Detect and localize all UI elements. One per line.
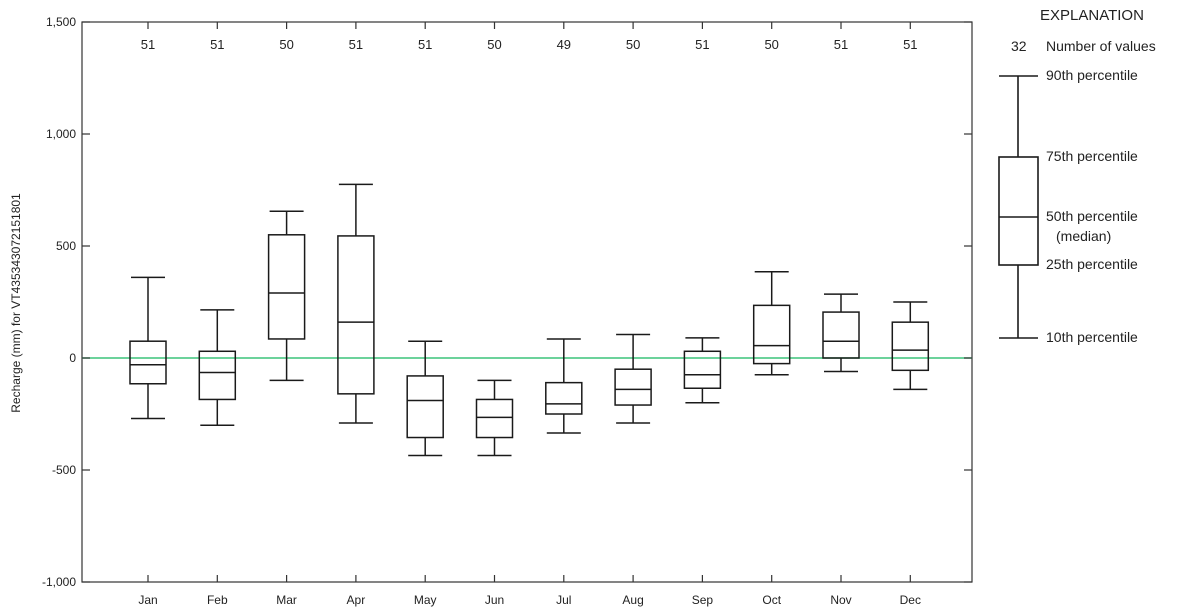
explanation-p75-label: 75th percentile — [1046, 148, 1138, 164]
x-tick-label: Jan — [138, 593, 157, 607]
explanation-count-example: 32 — [1011, 38, 1027, 54]
iqr-box — [822, 311, 860, 359]
iqr-box — [891, 321, 930, 372]
y-tick-label: -1,000 — [42, 575, 76, 589]
y-tick-label: -500 — [52, 463, 76, 477]
explanation-title: EXPLANATION — [1040, 7, 1144, 24]
x-tick-label: Nov — [830, 593, 851, 607]
explanation-count-text: Number of values — [1046, 38, 1156, 54]
box-jul — [545, 338, 583, 434]
x-tick-label: Jun — [485, 593, 504, 607]
y-axis-label: Recharge (mm) for VT435343072151801 — [9, 193, 23, 413]
box-nov — [822, 293, 860, 373]
box-jun — [475, 379, 514, 457]
box-sep — [683, 337, 722, 404]
iqr-box — [475, 398, 514, 439]
x-axis: Jan Feb Mar Apr May Jun Jul Aug Sep Oct Nov Dec — [138, 22, 921, 607]
x-tick-label: Aug — [622, 593, 643, 607]
iqr-box — [129, 340, 167, 385]
iqr-box — [337, 235, 375, 395]
box-may — [406, 340, 444, 457]
x-tick-label: Oct — [762, 593, 781, 607]
iqr-box — [545, 381, 583, 415]
boxes-layer — [129, 183, 930, 457]
box-aug — [614, 333, 652, 424]
explanation-p10-label: 10th percentile — [1046, 329, 1138, 345]
box-feb — [198, 309, 237, 426]
x-tick-label: May — [414, 593, 437, 607]
y-tick-label: 1,500 — [46, 15, 76, 29]
y-tick-label: 0 — [69, 351, 76, 365]
legend-explanation: EXPLANATION 32 Number of values 90th per… — [998, 7, 1156, 345]
box-oct — [752, 271, 791, 376]
count-label: 51 — [418, 37, 432, 52]
plot-frame — [81, 21, 973, 583]
explanation-box-glyph — [998, 75, 1039, 339]
x-tick-label: Feb — [207, 593, 228, 607]
count-label: 51 — [834, 37, 848, 52]
count-label: 51 — [695, 37, 709, 52]
iqr-box — [752, 304, 791, 365]
explanation-p90-label: 90th percentile — [1046, 67, 1138, 83]
count-label: 51 — [903, 37, 917, 52]
count-label: 50 — [764, 37, 778, 52]
explanation-p25-label: 25th percentile — [1046, 256, 1138, 272]
plot-area — [81, 21, 973, 583]
count-label: 51 — [141, 37, 155, 52]
count-label: 50 — [626, 37, 640, 52]
explanation-median-label: (median) — [1056, 228, 1111, 244]
y-tick-label: 1,000 — [46, 127, 76, 141]
y-axis: -1,000 -500 0 500 1,000 1,500 — [42, 15, 972, 589]
iqr-box — [267, 234, 306, 340]
y-tick-label: 500 — [56, 239, 76, 253]
count-label: 51 — [349, 37, 363, 52]
count-label: 51 — [210, 37, 224, 52]
counts-layer: 51 51 50 51 51 50 49 50 51 50 51 51 — [141, 37, 918, 52]
explanation-p50-label: 50th percentile — [1046, 208, 1138, 224]
box-jan — [129, 276, 167, 420]
x-tick-label: Sep — [692, 593, 714, 607]
box-apr — [337, 183, 375, 424]
iqr-box — [683, 350, 722, 389]
box-dec — [891, 301, 930, 391]
count-label: 49 — [557, 37, 571, 52]
explanation-box — [998, 156, 1039, 266]
iqr-box — [406, 375, 444, 439]
iqr-box — [614, 368, 652, 406]
x-tick-label: Dec — [900, 593, 921, 607]
x-tick-label: Apr — [347, 593, 366, 607]
x-tick-label: Mar — [276, 593, 297, 607]
box-mar — [267, 210, 306, 382]
count-label: 50 — [487, 37, 501, 52]
count-label: 50 — [279, 37, 293, 52]
x-tick-label: Jul — [556, 593, 571, 607]
